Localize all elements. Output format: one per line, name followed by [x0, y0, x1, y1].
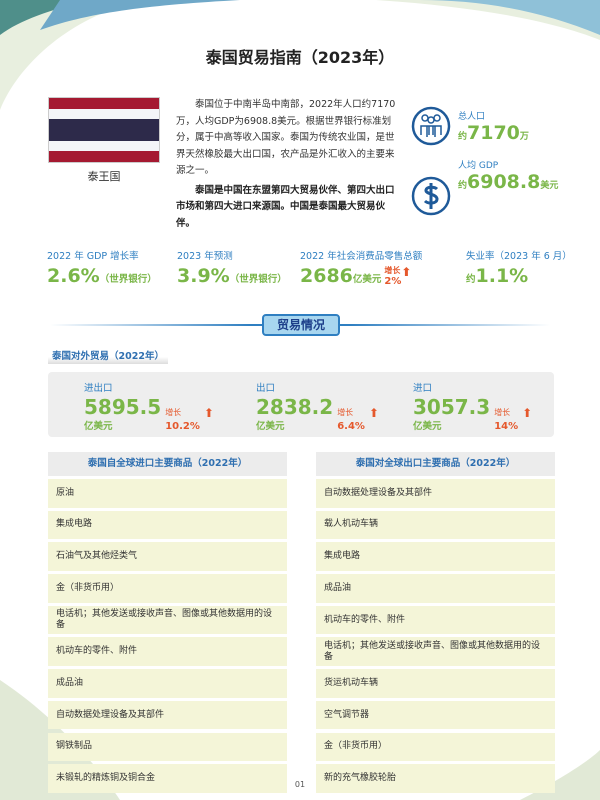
table-row: 集成电路 [48, 510, 287, 540]
kpi-value: 约6908.8美元 [458, 171, 559, 193]
table-row: 电话机；其他发送或接收声音、图像或其他数据用的设备 [316, 637, 555, 666]
table-row: 金（非货币用） [316, 732, 555, 761]
exports-table: 泰国对全球出口主要商品（2022年） 自动数据处理设备及其部件 载人机动车辆 集成电… [316, 452, 555, 796]
trade-total: 进出口 5895.5 亿美元 增长 10.2% ⬆ [84, 383, 214, 432]
kpi-value: 约7170万 [458, 122, 529, 144]
stat-label: 2023 年预测 [177, 251, 233, 262]
people-icon [411, 106, 451, 146]
trade-export: 出口 2838.2 亿美元 增长 6.4% ⬆ [256, 383, 379, 432]
table-row: 成品油 [316, 574, 555, 603]
kpi-label: 总人口 [458, 112, 486, 122]
stat-retail: 2022 年社会消费品零售总额 2686亿美元增长 2%⬆ [300, 248, 422, 287]
table-row: 货运机动车辆 [316, 669, 555, 698]
intro-paragraph: 泰国位于中南半岛中南部，2022年人口约7170万，人均GDP为6908.8美元… [176, 99, 396, 176]
thailand-flag [48, 97, 160, 163]
table-row: 金（非货币用） [48, 574, 287, 603]
stat-gdp-growth: 2022 年 GDP 增长率 2.6%（世界银行） [47, 248, 157, 287]
up-arrow-icon: ⬆ [401, 265, 412, 279]
up-arrow-icon: ⬆ [368, 406, 379, 420]
stat-label: 2022 年社会消费品零售总额 [300, 251, 423, 262]
table-row: 成品油 [48, 669, 287, 698]
table-row: 原油 [48, 479, 287, 508]
dollar-icon [411, 176, 451, 216]
imports-table: 泰国自全球进口主要商品（2022年） 原油 集成电路 石油气及其他烃类气 金（非货币用… [48, 452, 287, 796]
table-row: 新的充气橡胶轮胎 [316, 764, 555, 793]
table-row: 载人机动车辆 [316, 510, 555, 540]
up-arrow-icon: ⬆ [203, 406, 214, 420]
subsection-title: 泰国对外贸易（2022年） [48, 346, 168, 364]
table-row: 电话机；其他发送或接收声音、图像或其他数据用的设备 [48, 605, 287, 635]
table-row: 钢铁制品 [48, 732, 287, 761]
table-row: 石油气及其他烃类气 [48, 542, 287, 571]
table-row: 未锻轧的精炼铜及铜合金 [48, 764, 287, 793]
table-row: 自动数据处理设备及其部件 [48, 700, 287, 730]
page-title: 泰国贸易指南（2023年） [205, 48, 395, 67]
country-name: 泰王国 [87, 170, 121, 183]
table-row: 机动车的零件、附件 [316, 605, 555, 635]
up-arrow-icon: ⬆ [522, 406, 533, 420]
stat-label: 2022 年 GDP 增长率 [47, 251, 139, 262]
trade-import: 进口 3057.3 亿美元 增长 14% ⬆ [413, 383, 533, 432]
kpi-label: 人均 GDP [458, 161, 499, 171]
stat-label: 失业率（2023 年 6 月） [466, 251, 572, 262]
table-row: 空气调节器 [316, 700, 555, 730]
table-row: 集成电路 [316, 542, 555, 571]
stat-unemployment: 失业率（2023 年 6 月） 约1.1% [466, 248, 572, 287]
table-header: 泰国自全球进口主要商品（2022年） [48, 452, 287, 476]
table-header: 泰国对全球出口主要商品（2022年） [316, 452, 555, 476]
stat-forecast: 2023 年预测 3.9%（世界银行） [177, 248, 287, 287]
trade-summary: 进出口 5895.5 亿美元 增长 10.2% ⬆ 出口 2838.2 亿美元 增长 6.4% ⬆ … [48, 372, 554, 437]
section-title: 贸易情况 [262, 314, 340, 336]
intro-text: 泰国位于中南半岛中南部，2022年人口约7170万，人均GDP为6908.8美元… [176, 97, 396, 232]
page-number: 01 [294, 780, 306, 789]
table-row: 自动数据处理设备及其部件 [316, 479, 555, 508]
intro-paragraph-bold: 泰国是中国在东盟第四大贸易伙伴、第四大出口市场和第四大进口来源国。中国是泰国最大… [176, 184, 395, 229]
table-row: 机动车的零件、附件 [48, 637, 287, 666]
